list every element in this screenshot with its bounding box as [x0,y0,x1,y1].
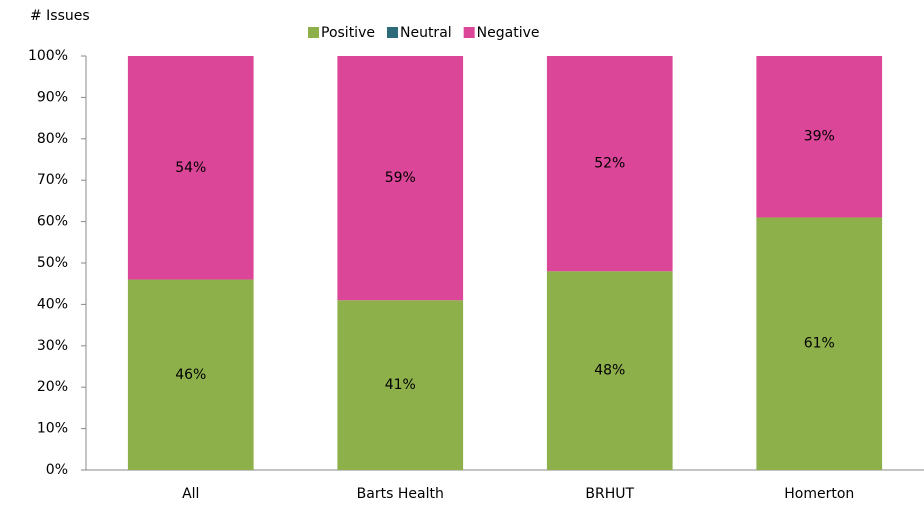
data-label: 41% [385,377,416,393]
bar-segment [756,217,883,470]
bar-segment [337,300,464,470]
y-tick-label: 40% [37,296,68,312]
y-tick-label: 100% [28,48,68,64]
y-tick-label: 50% [37,255,68,271]
bar-segment [546,271,673,470]
data-label: 59% [385,170,416,186]
y-tick-label: 20% [37,379,68,395]
y-tick-label: 0% [46,462,68,478]
y-tick-label: 30% [37,338,68,354]
y-axis-label: # Issues [30,8,90,24]
x-tick-label: BRHUT [585,486,634,502]
legend-swatch [386,27,398,38]
legend-label: Neutral [400,25,452,41]
x-tick-label: All [182,486,199,502]
data-label: 61% [804,336,835,352]
data-label: 52% [594,156,625,172]
data-label: 46% [175,367,206,383]
y-tick-label: 90% [37,89,68,105]
bar-segment [546,56,673,272]
data-label: 54% [175,160,206,176]
y-tick-label: 80% [37,131,68,147]
bar-segment [756,56,883,218]
y-tick-label: 10% [37,421,68,437]
bar-segment [337,56,464,301]
legend-swatch [463,27,475,38]
legend-label: Negative [477,25,540,41]
y-tick-label: 60% [37,214,68,230]
data-label: 39% [804,129,835,145]
bar-segment [127,279,254,470]
x-tick-label: Homerton [784,486,854,502]
legend-swatch [308,27,319,38]
y-tick-label: 70% [37,172,68,188]
data-label: 48% [594,363,625,379]
bar-segment [127,56,254,280]
legend-label: Positive [321,25,375,41]
x-tick-label: Barts Health [357,486,444,502]
